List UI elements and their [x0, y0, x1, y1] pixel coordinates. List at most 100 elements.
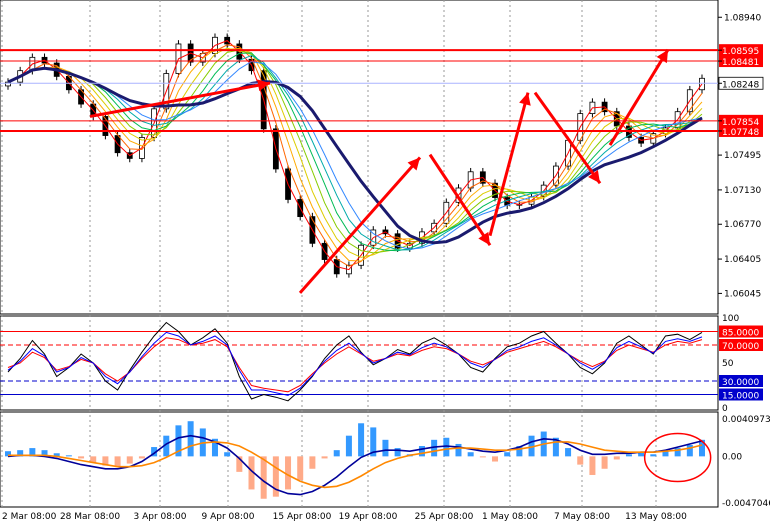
- macd-histogram-bar: [78, 456, 85, 459]
- y-tick-label: 1.06045: [724, 289, 761, 299]
- macd-histogram-bar: [418, 446, 425, 457]
- macd-histogram-bar: [431, 439, 438, 457]
- trend-arrow-line: [488, 92, 530, 237]
- macd-histogram-bar: [333, 450, 340, 457]
- oscillator-y-tick: 50: [722, 359, 734, 369]
- macd-histogram-bar: [187, 421, 194, 457]
- macd-histogram-bar: [285, 456, 292, 490]
- macd-histogram-bar: [114, 456, 121, 467]
- trend-arrow-line: [608, 48, 670, 146]
- macd-histogram-bar: [443, 437, 450, 457]
- macd-y-tick: 0.00: [722, 452, 742, 462]
- trend-arrow-line: [533, 91, 602, 185]
- macd-line: [7, 434, 703, 496]
- macd-histogram-bar: [492, 456, 499, 462]
- oscillator-level-label: 70.0000: [722, 342, 759, 352]
- macd-histogram-bar: [382, 439, 389, 457]
- macd-histogram-bar: [297, 456, 304, 481]
- macd-histogram-bar: [625, 454, 632, 457]
- ma-ribbon-line: [7, 49, 703, 254]
- macd-histogram-bar: [53, 453, 60, 457]
- macd-histogram-bar: [394, 448, 401, 457]
- macd-histogram-bar: [65, 455, 72, 457]
- oscillator-line: [7, 331, 703, 396]
- current-price-label: 1.08248: [722, 80, 759, 90]
- macd-histogram-bar: [650, 454, 657, 457]
- oscillator-level-label: 15.0000: [722, 392, 759, 402]
- trend-arrow-line: [298, 156, 422, 294]
- oscillator-level-box: [719, 388, 763, 401]
- x-tick-label: 1 May 08:00: [482, 512, 538, 522]
- ma-ribbon-line: [7, 47, 703, 262]
- x-tick-label: 15 Apr 08:00: [273, 512, 332, 522]
- macd-histogram-bar: [370, 427, 377, 457]
- trend-arrow-head: [656, 49, 668, 64]
- price-panel[interactable]: [0, 0, 719, 315]
- price-level-box: [719, 124, 763, 137]
- trend-arrow-head: [519, 92, 531, 106]
- macd-histogram-bar: [175, 425, 182, 457]
- x-tick-label: 19 Apr 08:00: [339, 512, 398, 522]
- macd-histogram-bar: [552, 437, 559, 457]
- price-level-label: 1.08595: [722, 47, 759, 57]
- macd-histogram-bar: [455, 443, 462, 457]
- price-level-box: [719, 44, 763, 57]
- x-tick-label: 2 Mar 08:00: [2, 512, 57, 522]
- macd-histogram-bar: [479, 456, 486, 458]
- macd-histogram-bar: [17, 450, 24, 457]
- macd-histogram-bar: [613, 456, 620, 460]
- macd-histogram-bar: [248, 456, 255, 490]
- x-tick-label: 9 Apr 08:00: [202, 512, 255, 522]
- axes: 2 Mar 08:00 28 Mar 08:00 3 Apr 08:00 9 Apr …: [2, 13, 770, 522]
- price-level-box: [719, 114, 763, 127]
- macd-histogram-bar: [686, 444, 693, 457]
- trend-arrow-head: [588, 169, 600, 184]
- oscillator-level-label: 85.0000: [722, 329, 759, 339]
- macd-histogram-bar: [662, 451, 669, 457]
- macd-histogram-bar: [138, 456, 145, 459]
- price-level-label: 1.07748: [722, 128, 759, 138]
- trend-arrows: [89, 48, 670, 294]
- macd-histogram-bar: [5, 451, 11, 457]
- oscillator-line: [7, 321, 703, 402]
- macd-histogram-bar: [224, 452, 231, 457]
- macd-histogram-bar: [674, 448, 681, 457]
- oscillator-panel[interactable]: [0, 315, 719, 411]
- x-tick-label: 28 Mar 08:00: [60, 512, 120, 522]
- y-tick-label: 1.06405: [724, 255, 761, 265]
- macd-histogram-bar: [577, 456, 584, 465]
- ma-ribbon-line: [7, 40, 703, 271]
- oscillator-level-box: [719, 339, 763, 351]
- candle-body: [5, 81, 11, 87]
- macd-histogram-bar: [236, 456, 243, 472]
- macd-histogram-bar: [528, 435, 535, 457]
- macd-histogram-bar: [358, 423, 365, 457]
- oscillator-level-label: 30.0000: [722, 378, 759, 388]
- price-level-label: 1.07854: [722, 118, 759, 128]
- oscillator-series: 85.0000 70.0000 30.0000 15.0000: [0, 321, 763, 402]
- oscillator-line: [7, 337, 703, 393]
- oscillator-y-tick: 0: [722, 404, 728, 414]
- ma-slow-line: [7, 66, 703, 245]
- oscillator-y-tick: 100: [722, 314, 739, 324]
- macd-histogram-bar: [345, 435, 352, 457]
- macd-histogram-bar: [260, 456, 267, 499]
- trend-arrow-line: [89, 81, 271, 118]
- x-tick-label: 13 May 08:00: [625, 512, 687, 522]
- macd-line: [8, 441, 703, 489]
- macd-histogram-bar: [29, 448, 36, 457]
- macd-histogram-bar: [102, 456, 109, 466]
- macd-histogram-bar: [272, 456, 279, 497]
- y-tick-label: 1.07130: [724, 186, 761, 196]
- trend-arrow-head: [257, 79, 270, 92]
- y-tick-label: 1.06770: [724, 220, 761, 230]
- macd-histogram-bar: [504, 452, 511, 457]
- macd-histogram-bar: [163, 435, 170, 457]
- macd-histogram-bar: [467, 452, 474, 457]
- macd-series: [5, 421, 712, 499]
- macd-y-tick: 0.0040973: [722, 415, 770, 425]
- ma-ribbon-line: [7, 54, 703, 251]
- macd-histogram-bar: [309, 456, 316, 469]
- x-tick-label: 3 Apr 08:00: [134, 512, 187, 522]
